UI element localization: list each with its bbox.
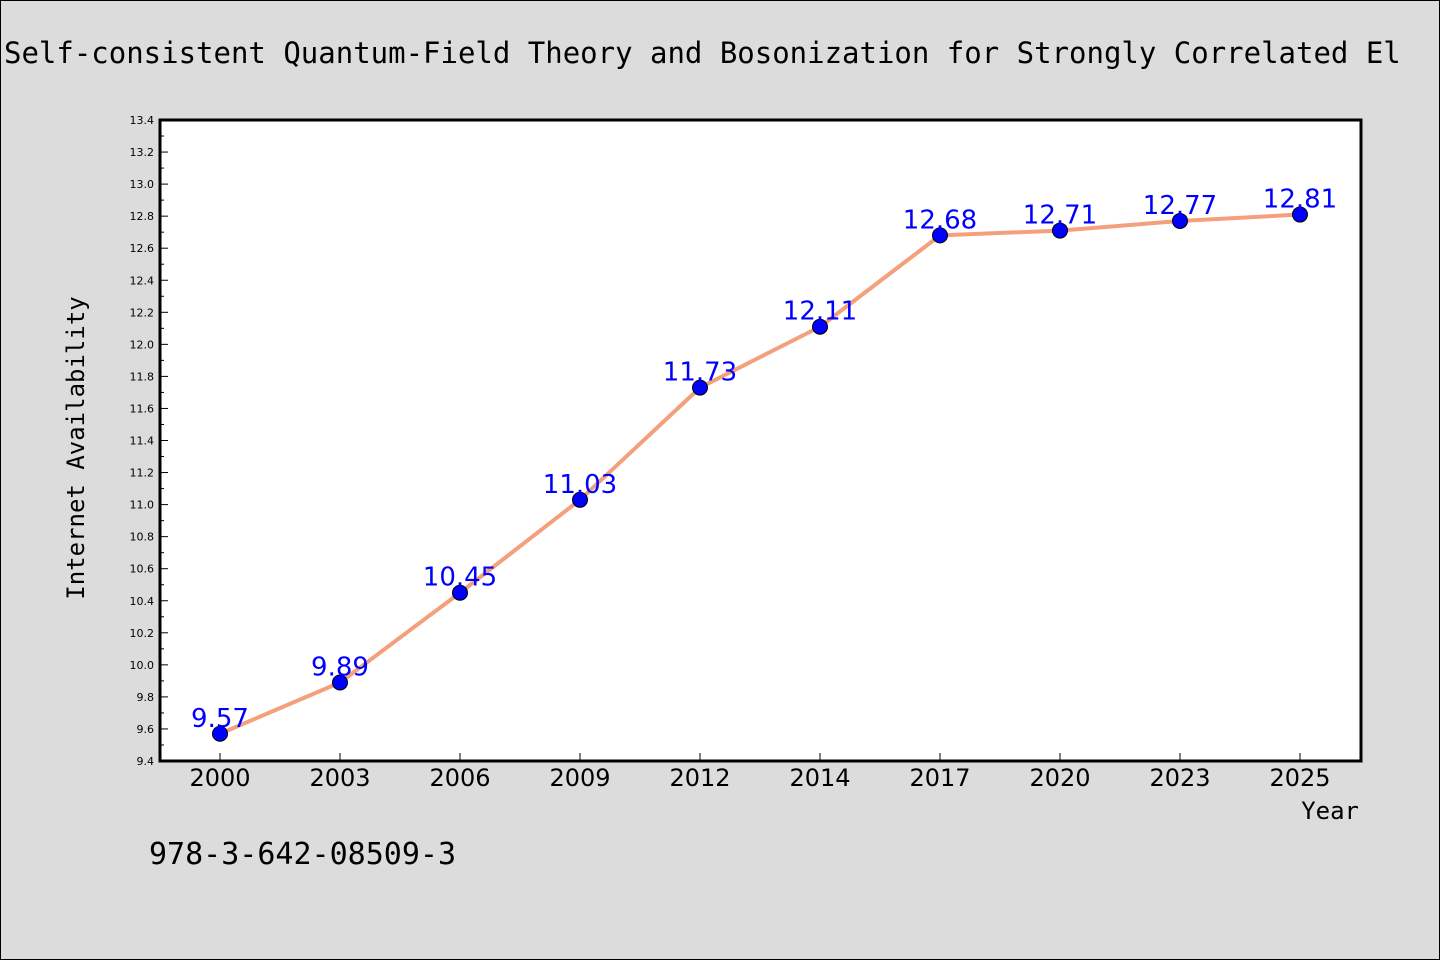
y-tick-label: 12.6 [130, 242, 155, 255]
x-tick-label: 2020 [1029, 764, 1090, 792]
y-tick-label: 11.0 [130, 499, 155, 512]
data-label: 9.89 [311, 652, 369, 682]
data-label: 12.81 [1263, 185, 1337, 215]
y-tick-label: 12.8 [130, 210, 155, 223]
x-tick-label: 2014 [789, 764, 850, 792]
data-point [1292, 206, 1308, 223]
chart-title: Self-consistent Quantum-Field Theory and… [4, 36, 1401, 70]
y-tick-label: 12.2 [130, 306, 155, 319]
x-tick-label: 2006 [429, 764, 490, 792]
data-label: 11.73 [663, 358, 737, 388]
plot-area [158, 118, 1363, 763]
y-tick-label: 11.6 [130, 402, 155, 415]
y-tick-label: 10.0 [130, 659, 155, 672]
y-tick-label: 9.6 [137, 723, 155, 736]
isbn-annotation: 978-3-642-08509-3 [149, 837, 456, 872]
y-tick-label: 13.2 [130, 146, 155, 159]
x-tick-label: 2009 [549, 764, 610, 792]
x-tick-label: 2000 [189, 764, 250, 792]
y-tick-label: 12.4 [130, 274, 155, 287]
data-label: 12.68 [903, 205, 977, 235]
x-axis: 2000 2003 2006 2009 2012 2014 2017 2020 2023 2025 [189, 753, 1331, 792]
y-tick-label: 9.8 [137, 691, 155, 704]
data-point [332, 674, 348, 691]
y-tick-label: 11.2 [130, 467, 155, 480]
data-point [1052, 222, 1068, 239]
y-tick-label: 10.6 [130, 563, 155, 576]
y-tick-label: 10.8 [130, 531, 155, 544]
y-tick-label: 10.2 [130, 627, 155, 640]
x-tick-label: 2017 [909, 764, 970, 792]
data-label: 11.03 [543, 470, 617, 500]
x-tick-label: 2023 [1149, 764, 1210, 792]
y-tick-label: 12.0 [130, 338, 155, 351]
data-label: 12.11 [783, 297, 857, 327]
y-tick-label: 13.4 [130, 114, 155, 127]
series-line [219, 212, 1301, 736]
y-tick-label: 10.4 [130, 595, 155, 608]
data-point [452, 584, 468, 601]
data-point [932, 227, 948, 244]
data-point [572, 491, 588, 508]
x-axis-label: Year [1301, 797, 1359, 825]
series-group: 9.57 9.89 10.45 11.03 11.73 12.11 12.68 12.71 12… [191, 185, 1337, 742]
data-point [812, 318, 828, 335]
data-label: 12.71 [1023, 201, 1097, 231]
y-tick-label: 11.4 [130, 435, 155, 448]
y-tick-label: 9.4 [137, 755, 155, 768]
data-point [692, 379, 708, 396]
x-tick-label: 2012 [669, 764, 730, 792]
x-tick-label: 2025 [1269, 764, 1330, 792]
y-tick-label: 13.0 [130, 178, 155, 191]
y-tick-label: 11.8 [130, 370, 155, 383]
data-point [1172, 212, 1188, 229]
y-axis: 9.4 9.6 9.8 10.0 10.2 10.4 10.6 10.8 11.0 11.2 11.… [130, 114, 168, 768]
x-tick-label: 2003 [309, 764, 370, 792]
data-label: 9.57 [191, 704, 249, 734]
data-point [212, 725, 228, 742]
data-label: 10.45 [423, 563, 497, 593]
data-label: 12.77 [1143, 191, 1217, 221]
y-axis-label: Internet Availability [62, 296, 90, 599]
